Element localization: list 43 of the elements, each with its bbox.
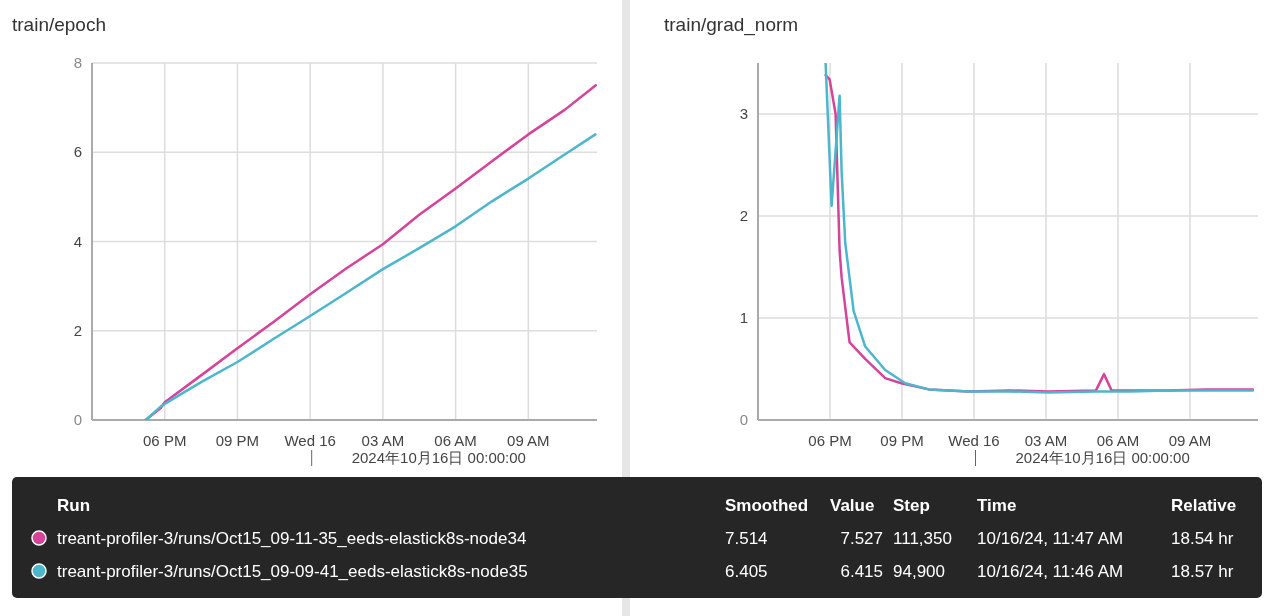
y-tick-label: 0 xyxy=(739,411,748,428)
text: treant-profiler-3/runs/Oct15_09-09-41_eeds-elastick8s-node35 xyxy=(57,562,528,581)
text: 10/16/24, 11:47 AM xyxy=(977,529,1124,548)
y-tick-label: 2 xyxy=(739,207,748,224)
chart-title: train/grad_norm xyxy=(664,14,799,36)
x-tick-label: Wed 16 xyxy=(948,432,1000,449)
text: Value xyxy=(830,496,875,515)
y-tick-label: 4 xyxy=(73,232,82,250)
x-tick-label: 06 PM xyxy=(808,432,852,449)
y-tick-label: 3 xyxy=(739,105,748,122)
y-tick-label: 0 xyxy=(73,411,82,428)
x-tick-label: 06 AM xyxy=(434,432,477,449)
text: 6.415 xyxy=(840,562,883,581)
chart-title: train/epoch xyxy=(12,14,107,35)
text: 2024年10月16日 00:00:00 xyxy=(351,449,526,466)
text: 18.57 hr xyxy=(1171,562,1234,581)
y-tick-label: 6 xyxy=(73,143,82,161)
text: 18.54 hr xyxy=(1171,529,1234,548)
x-tick-label: 09 AM xyxy=(1168,432,1212,449)
y-tick-label: 2 xyxy=(73,321,82,339)
text: Run xyxy=(57,496,91,515)
text: treant-profiler-3/runs/Oct15_09-11-35_eeds-elastick8s-node34 xyxy=(57,529,527,548)
text: 2024年10月16日 00:00:00 xyxy=(1015,449,1190,466)
y-tick-label: 1 xyxy=(739,309,748,326)
x-tick-label: 06 AM xyxy=(1096,432,1140,449)
y-tick-label: 8 xyxy=(73,54,82,71)
x-tick-label: 03 AM xyxy=(361,432,405,449)
x-tick-label: Wed 16 xyxy=(284,432,336,449)
text: Time xyxy=(977,496,1017,515)
x-tick-label: 03 AM xyxy=(1024,432,1068,449)
x-tick-label: 09 PM xyxy=(215,432,260,449)
text: Step xyxy=(893,496,930,515)
text: 6.405 xyxy=(725,562,768,581)
text: 111,350 xyxy=(893,529,952,548)
text: Relative xyxy=(1171,496,1237,515)
x-tick-label: 09 PM xyxy=(880,432,924,449)
text: 7.514 xyxy=(725,529,768,548)
text: 7.527 xyxy=(840,529,883,548)
text: 10/16/24, 11:46 AM xyxy=(977,562,1124,581)
x-tick-label: 06 PM xyxy=(143,432,187,449)
x-tick-label: 09 AM xyxy=(507,432,550,449)
text: 94,900 xyxy=(893,562,945,581)
text: Smoothed xyxy=(725,496,809,515)
